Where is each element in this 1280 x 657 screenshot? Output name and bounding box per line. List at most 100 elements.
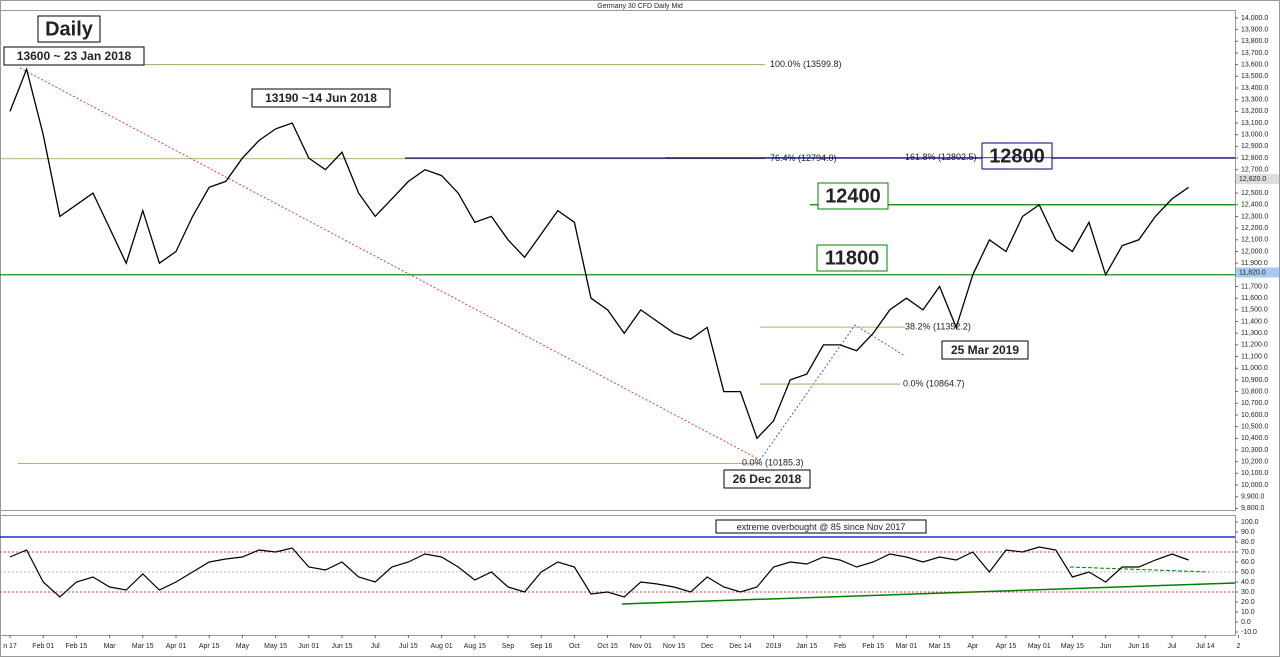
x-tick-label: Jan 15 (796, 643, 817, 650)
x-tick-label: Jun 16 (1128, 643, 1149, 650)
annotation: 13600 ~ 23 Jan 2018 (17, 49, 132, 63)
y2-tick-label: 50.0 (1241, 569, 1255, 576)
x-tick-label: Dec (701, 643, 714, 650)
y-tick-label: 12,500.0 (1241, 190, 1268, 197)
y-tick-label: 11,500.0 (1241, 307, 1268, 314)
y-tick-label: 11,900.0 (1241, 260, 1268, 267)
trend-line (19, 67, 761, 461)
y2-tick-label: 80.0 (1241, 539, 1255, 546)
y-tick-label: 13,900.0 (1241, 26, 1268, 33)
key-level-box (816, 244, 888, 272)
y-tick-label: 10,400.0 (1241, 435, 1268, 442)
y2-tick-label: 70.0 (1241, 549, 1255, 556)
y-tick-label: 12,700.0 (1241, 167, 1268, 174)
x-tick-label: Sep (502, 643, 515, 650)
x-tick-label: 2019 (766, 643, 782, 650)
annotation-box (251, 88, 391, 108)
y-tick-label: 13,700.0 (1241, 50, 1268, 57)
price-panel (0, 10, 1236, 511)
y-tick-label: 12,900.0 (1241, 143, 1268, 150)
annotation: 26 Dec 2018 (733, 472, 802, 486)
x-tick-label: Dec 14 (729, 643, 751, 650)
rsi-trend-line (621, 582, 1236, 605)
x-tick-label: Apr 01 (166, 643, 187, 650)
y-tick-label: 13,800.0 (1241, 38, 1268, 45)
annotation: Daily (45, 18, 94, 40)
key-level-box (981, 142, 1053, 170)
x-tick-label: Feb 15 (66, 643, 88, 650)
y-tick-label: 13,400.0 (1241, 85, 1268, 92)
x-tick-label: n 17 (3, 643, 17, 650)
y2-tick-label: -10.0 (1241, 629, 1257, 636)
x-tick-label: Aug 15 (464, 643, 486, 650)
y-tick-label: 10,900.0 (1241, 377, 1268, 384)
price-tag (1236, 267, 1279, 278)
x-tick-label: Feb 01 (32, 643, 54, 650)
fib-label: 100.0% (13599.8) (770, 59, 842, 69)
y-tick-label: 13,500.0 (1241, 73, 1268, 80)
y-tick-label: 13,300.0 (1241, 97, 1268, 104)
key-level-label: 12400 (825, 185, 881, 207)
x-tick-label: Sep 16 (530, 643, 552, 650)
y2-tick-label: 0.0 (1241, 619, 1251, 626)
key-level-label: 12800 (989, 145, 1045, 167)
rsi-line (9, 546, 1189, 598)
x-tick-label: Aug 01 (431, 643, 453, 650)
fib-label: 0.0% (10185.3) (742, 458, 804, 468)
x-tick-label: Jul 15 (399, 643, 418, 650)
y-tick-label: 13,600.0 (1241, 61, 1268, 68)
y-tick-label: 12,100.0 (1241, 237, 1268, 244)
y-tick-label: 10,800.0 (1241, 388, 1268, 395)
annotation-box (37, 15, 101, 43)
y-tick-label: 12,200.0 (1241, 225, 1268, 232)
rsi-trend-line (1069, 566, 1211, 573)
x-tick-label: Nov 15 (663, 643, 685, 650)
x-tick-label: Mar 15 (132, 643, 154, 650)
x-tick-label: Nov 01 (630, 643, 652, 650)
price-line (9, 67, 1189, 440)
x-tick-label: Apr (967, 643, 979, 650)
annotation-box (715, 519, 927, 534)
y2-tick-label: 40.0 (1241, 579, 1255, 586)
y-tick-label: 14,000.0 (1241, 15, 1268, 22)
x-tick-label: May 01 (1028, 643, 1051, 650)
y-tick-label: 10,100.0 (1241, 470, 1268, 477)
key-level-label: 11800 (825, 247, 880, 269)
fib-label: 0.0% (10864.7) (903, 378, 965, 388)
x-tick-label: Apr 15 (199, 643, 220, 650)
y-tick-label: 10,600.0 (1241, 412, 1268, 419)
x-tick-label: Oct (569, 643, 580, 650)
y-tick-label: 11,000.0 (1241, 365, 1268, 372)
y-tick-label: 13,100.0 (1241, 120, 1268, 127)
y-tick-label: 11,600.0 (1241, 295, 1268, 302)
fib-label: 161.8% (12802.5) (905, 152, 977, 162)
x-tick-label: Jul 14 (1196, 643, 1215, 650)
y-tick-label: 12,300.0 (1241, 213, 1268, 220)
y-tick-label: 10,700.0 (1241, 400, 1268, 407)
y-tick-label: 10,200.0 (1241, 459, 1268, 466)
y-tick-label: 11,200.0 (1241, 342, 1268, 349)
annotation: 13190 ~14 Jun 2018 (265, 91, 377, 105)
y-tick-label: 10,300.0 (1241, 447, 1268, 454)
x-tick-label: Jun 01 (298, 643, 319, 650)
price-tag-label: 11,820.0 (1239, 269, 1266, 276)
y-tick-label: 13,000.0 (1241, 132, 1268, 139)
x-tick-label: Jun (1100, 643, 1111, 650)
y-tick-label: 9,800.0 (1241, 505, 1264, 512)
y-tick-label: 11,700.0 (1241, 283, 1268, 290)
trend-line (759, 324, 906, 461)
y-tick-label: 12,400.0 (1241, 202, 1268, 209)
x-tick-label: May 15 (264, 643, 287, 650)
x-tick-label: Apr 15 (996, 643, 1017, 650)
annotation-box (941, 340, 1029, 360)
price-tag-label: 12,620.0 (1239, 176, 1266, 183)
annotation-box (723, 469, 811, 489)
y2-tick-label: 100.0 (1241, 519, 1259, 526)
y-tick-label: 9,900.0 (1241, 494, 1264, 501)
y-tick-label: 10,500.0 (1241, 423, 1268, 430)
x-tick-label: Jun 15 (331, 643, 352, 650)
annotation-box (3, 46, 145, 66)
x-tick-label: 2 (1236, 643, 1240, 650)
